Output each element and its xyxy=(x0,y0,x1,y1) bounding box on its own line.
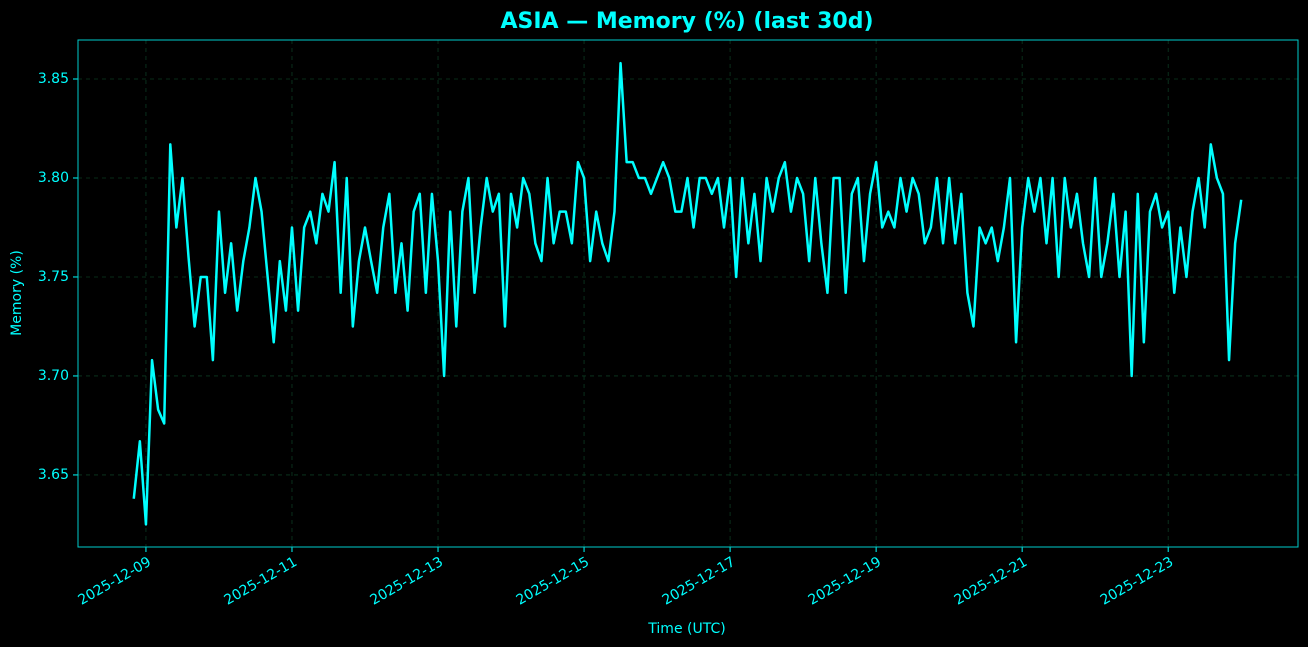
y-tick-label: 3.65 xyxy=(38,467,69,483)
y-tick-label: 3.85 xyxy=(38,71,69,87)
x-axis-label: Time (UTC) xyxy=(647,621,725,637)
data-line xyxy=(132,61,1243,526)
y-tick-label: 3.75 xyxy=(38,269,69,285)
y-axis-label: Memory (%) xyxy=(9,250,25,336)
chart-title: ASIA — Memory (%) (last 30d) xyxy=(500,9,873,34)
y-tick-label: 3.80 xyxy=(38,170,69,186)
plot-frame xyxy=(77,39,1299,548)
y-tick-label: 3.70 xyxy=(38,368,69,384)
